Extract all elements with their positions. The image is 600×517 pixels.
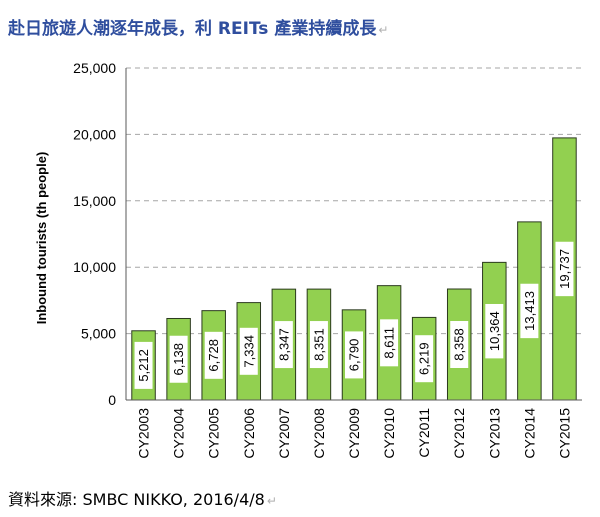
value-label: 6,219 bbox=[417, 342, 432, 375]
x-tick-label: CY2008 bbox=[311, 408, 327, 459]
x-tick-label: CY2005 bbox=[206, 408, 222, 459]
x-tick-label: CY2011 bbox=[416, 408, 432, 458]
y-tick-label: 5,000 bbox=[81, 326, 116, 342]
x-axis-ticks: CY2003 CY2004 CY2005 CY2006 CY2007 CY2008 CY20… bbox=[136, 408, 573, 459]
value-label-background bbox=[239, 327, 258, 375]
value-label-background bbox=[345, 331, 363, 379]
x-tick-label: CY2006 bbox=[241, 408, 257, 459]
value-label: 8,611 bbox=[382, 327, 397, 359]
x-tick-label: CY2013 bbox=[486, 408, 502, 459]
source-note: 資料來源: SMBC NIKKO, 2016/4/8 ↵ bbox=[8, 486, 277, 510]
value-label: 10,364 bbox=[487, 311, 502, 351]
grid-lines bbox=[126, 67, 582, 335]
value-label: 6,728 bbox=[206, 339, 221, 372]
value-label-background bbox=[309, 321, 328, 369]
x-tick-label: CY2007 bbox=[276, 408, 292, 459]
value-label-background bbox=[274, 321, 293, 369]
value-label: 7,334 bbox=[241, 335, 256, 368]
x-tick-label: CY2009 bbox=[346, 408, 362, 459]
y-tick-label: 10,000 bbox=[73, 259, 116, 275]
value-label: 8,351 bbox=[311, 328, 326, 361]
value-label-background bbox=[134, 341, 153, 389]
paragraph-mark-icon: ↵ bbox=[266, 494, 277, 508]
paragraph-mark-icon: ↵ bbox=[378, 23, 389, 37]
y-tick-label: 25,000 bbox=[73, 60, 116, 76]
source-text: 資料來源: SMBC NIKKO, 2016/4/8 bbox=[8, 490, 265, 509]
x-tick-label: CY2012 bbox=[451, 408, 467, 459]
value-label-background bbox=[485, 303, 504, 359]
value-labels: 5,212 6,138 6,728 7,334 8,347 8,351 6,790 8,611… bbox=[134, 241, 574, 389]
value-label-background bbox=[555, 241, 574, 297]
x-tick-label: CY2010 bbox=[381, 408, 397, 459]
value-label-background bbox=[380, 319, 399, 367]
y-axis-ticks: 0 5,000 10,000 15,000 20,000 25,000 bbox=[73, 60, 116, 408]
x-tick-label: CY2014 bbox=[521, 408, 537, 459]
value-label: 13,413 bbox=[522, 291, 537, 331]
value-label-background bbox=[204, 331, 223, 379]
x-tick-label: CY2003 bbox=[136, 408, 152, 459]
chart-title: 赴日旅遊人潮逐年成長，利 REITs 產業持續成長 ↵ bbox=[8, 14, 388, 39]
y-tick-label: 0 bbox=[108, 392, 116, 408]
title-text: 赴日旅遊人潮逐年成長，利 REITs 產業持續成長 bbox=[8, 19, 377, 39]
y-tick-label: 20,000 bbox=[73, 126, 116, 142]
value-label: 6,138 bbox=[171, 343, 186, 376]
y-tick-label: 15,000 bbox=[73, 193, 116, 209]
value-label: 5,212 bbox=[136, 349, 151, 382]
value-label: 8,358 bbox=[452, 328, 467, 361]
value-label-background bbox=[450, 321, 469, 369]
x-tick-label: CY2015 bbox=[556, 408, 572, 459]
value-label-background bbox=[520, 283, 539, 339]
y-axis-label: Inbound tourists (th people) bbox=[34, 152, 49, 325]
value-label-background bbox=[415, 335, 434, 383]
value-label: 19,737 bbox=[557, 249, 572, 289]
value-label: 6,790 bbox=[347, 339, 362, 372]
x-tick-label: CY2004 bbox=[171, 408, 187, 459]
value-label: 8,347 bbox=[276, 328, 291, 361]
value-label-background bbox=[169, 335, 188, 383]
